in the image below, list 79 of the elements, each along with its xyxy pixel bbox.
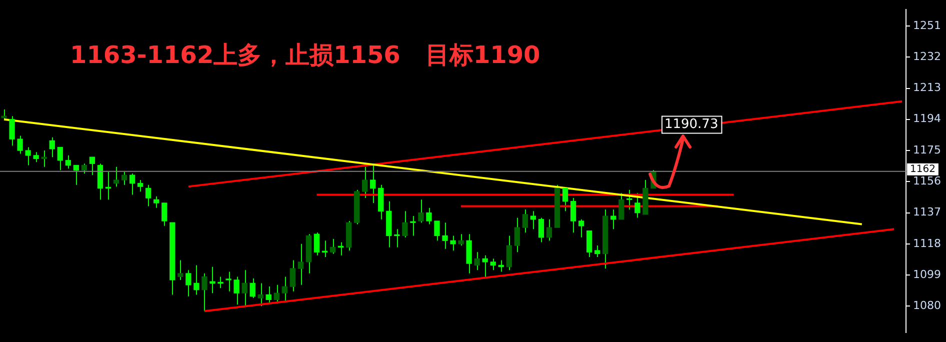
- candlestick: [314, 232, 320, 256]
- y-tick-label: 1194: [913, 112, 942, 126]
- candlestick: [426, 207, 432, 225]
- candlestick: [162, 202, 168, 226]
- candlestick: [154, 196, 160, 208]
- candlestick: [250, 278, 256, 298]
- candlestick: [266, 286, 272, 304]
- candlestick: [466, 234, 472, 274]
- candlestick: [434, 220, 440, 242]
- candlestick: [378, 184, 384, 220]
- candlestick: [202, 272, 208, 312]
- candlestick: [146, 184, 152, 207]
- candlestick: [330, 238, 336, 254]
- candlestick: [89, 156, 96, 176]
- candlestick: [121, 171, 128, 186]
- candlestick: [97, 163, 104, 200]
- candlestick: [226, 271, 232, 292]
- candlestick: [522, 209, 528, 233]
- candlestick: [594, 245, 600, 258]
- candlestick: [65, 154, 71, 170]
- candlestick: [258, 282, 264, 307]
- candlestick: [210, 266, 216, 294]
- y-tick-label: 1175: [913, 143, 942, 156]
- y-tick-label: 1137: [913, 206, 942, 219]
- candlestick: [442, 222, 448, 250]
- candlestick: [538, 217, 544, 243]
- candlestick: [9, 116, 15, 146]
- candlestick: [578, 218, 584, 238]
- candlestick: [194, 264, 200, 296]
- candlestick: [610, 209, 616, 230]
- ref-line-label: 1162: [910, 164, 936, 175]
- candlestick: [274, 284, 280, 304]
- candlestick: [562, 188, 568, 212]
- y-tick-label: 1232: [913, 50, 942, 63]
- y-tick-label: 1099: [913, 268, 942, 281]
- y-tick-label: 1156: [913, 174, 942, 188]
- candlestick: [290, 260, 296, 292]
- candlestick: [458, 234, 464, 246]
- candlestick: [490, 258, 496, 271]
- annotation: 1190.73: [664, 117, 718, 132]
- candlestick: [474, 252, 480, 271]
- candlestick: [17, 135, 23, 154]
- candlestick: [234, 276, 240, 306]
- candlestick: [186, 270, 192, 297]
- candlestick: [73, 164, 79, 186]
- candlestick: [218, 276, 224, 289]
- candlestick: [81, 163, 88, 174]
- y-tick-label: 1118: [913, 236, 942, 250]
- text: 1163-1162上多，止损1156 目标1190: [70, 41, 540, 69]
- candlestick: [370, 163, 376, 204]
- candlestick: [418, 199, 424, 224]
- candlestick: [530, 210, 536, 230]
- candlestick: [506, 235, 512, 271]
- candlestick: [586, 230, 592, 258]
- candlestick: [618, 192, 624, 220]
- candlestick: [129, 172, 136, 196]
- candlestick: [33, 152, 39, 162]
- candlestick: [1, 109, 7, 120]
- candlestick: [362, 166, 368, 199]
- y-tick-label: 1080: [913, 299, 942, 312]
- candlestick: [113, 166, 120, 188]
- candlestick: [546, 218, 552, 242]
- y-tick-label: 1251: [913, 18, 942, 32]
- candlestick: [298, 243, 304, 286]
- candlestick: [514, 217, 520, 253]
- candlestick: [49, 136, 55, 158]
- candlestick: [41, 150, 47, 168]
- candlestick: [634, 192, 640, 218]
- candlestick: [282, 276, 288, 302]
- candlestick: [57, 146, 63, 171]
- candlestick: [402, 210, 408, 238]
- y-tick-label: 1213: [913, 81, 942, 94]
- candlestick: [25, 146, 31, 166]
- candlestick: [570, 198, 576, 233]
- candlestick: [450, 235, 456, 251]
- candlestick: [482, 254, 488, 279]
- candlestick: [137, 180, 144, 192]
- candlestick: [242, 270, 248, 307]
- candlestick: [178, 260, 184, 280]
